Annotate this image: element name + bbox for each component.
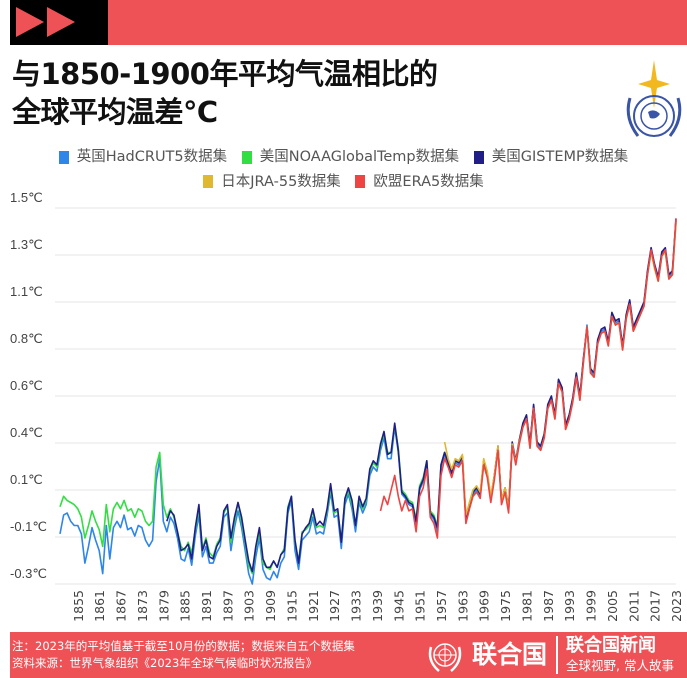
x-tick-label: 1975 bbox=[498, 590, 513, 622]
x-tick-label: 1885 bbox=[178, 590, 193, 622]
x-axis-labels: 1855 1861 1867 1873 1879 1885 1891 1897 1903 1909… bbox=[71, 590, 684, 622]
x-tick-label: 1897 bbox=[220, 590, 235, 622]
y-tick-label: 0.6℃ bbox=[10, 378, 43, 393]
footnote: 注：2023年的平均值基于截至10月份的数据；数据来自五个数据集 bbox=[12, 639, 355, 653]
series-line-2 bbox=[166, 218, 677, 573]
legend-item-jra55: 日本JRA-55数据集 bbox=[203, 171, 341, 193]
x-tick-label: 1939 bbox=[370, 590, 385, 622]
y-tick-label: 1.3℃ bbox=[10, 237, 43, 252]
y-tick-label: 0.1℃ bbox=[10, 472, 43, 487]
legend-label: 英国HadCRUT5数据集 bbox=[76, 149, 228, 165]
x-tick-label: 1957 bbox=[434, 590, 449, 622]
wmo-logo-icon bbox=[626, 60, 682, 137]
un-news-name: 联合国新闻 bbox=[566, 635, 656, 656]
legend-item-hadcrut5: 英国HadCRUT5数据集 bbox=[58, 146, 228, 168]
x-tick-label: 1963 bbox=[455, 590, 470, 622]
x-tick-label: 1999 bbox=[584, 590, 599, 622]
x-tick-label: 1981 bbox=[519, 590, 534, 622]
legend-swatch bbox=[58, 150, 69, 164]
footer-bar: 注：2023年的平均值基于截至10月份的数据；数据来自五个数据集 资料来源：世界… bbox=[10, 632, 687, 678]
legend-label: 美国GISTEMP数据集 bbox=[491, 149, 629, 165]
chart-legend: 英国HadCRUT5数据集 美国NOAAGlobalTemp数据集 美国GIST… bbox=[0, 146, 687, 195]
y-tick-label: -0.3℃ bbox=[10, 566, 47, 581]
series-line-3 bbox=[443, 222, 677, 516]
un-name: 联合国 bbox=[472, 640, 548, 669]
x-tick-label: 1891 bbox=[199, 590, 214, 622]
header-bar bbox=[108, 0, 687, 45]
title-line-2: 全球平均温差℃ bbox=[12, 95, 218, 129]
legend-swatch bbox=[473, 150, 484, 164]
y-tick-label: 1.1℃ bbox=[10, 284, 43, 299]
source-note: 资料来源：世界气象组织《2023年全球气候临时状况报告》 bbox=[12, 656, 318, 670]
legend-label: 美国NOAAGlobalTemp数据集 bbox=[259, 149, 460, 165]
un-emblem-icon bbox=[428, 643, 462, 672]
series-line-4 bbox=[379, 218, 677, 539]
divider bbox=[556, 636, 558, 674]
slogan: 全球视野, 常人故事 bbox=[566, 658, 674, 673]
y-tick-label: -0.1℃ bbox=[10, 519, 47, 534]
x-tick-label: 1951 bbox=[413, 590, 428, 622]
legend-item-noaa: 美国NOAAGlobalTemp数据集 bbox=[241, 146, 460, 168]
title-line-1: 与1850-1900年平均气温相比的 bbox=[12, 57, 438, 91]
legend-label: 日本JRA-55数据集 bbox=[221, 173, 341, 190]
legend-swatch bbox=[355, 175, 366, 188]
chart-title: 与1850-1900年平均气温相比的 全球平均温差℃ bbox=[12, 55, 438, 131]
x-tick-label: 1855 bbox=[71, 590, 86, 622]
legend-item-era5: 欧盟ERA5数据集 bbox=[355, 171, 484, 193]
x-tick-label: 1915 bbox=[284, 590, 299, 622]
y-tick-label: 1.5℃ bbox=[10, 190, 43, 205]
play-arrow-icon bbox=[16, 7, 44, 37]
play-arrow-icon bbox=[47, 7, 75, 37]
line-chart: 1.5℃ 1.3℃ 1.1℃ 0.8℃ 0.6℃ 0.4℃ 0.1℃ -0.1℃ -0.3℃ 1… bbox=[10, 190, 684, 622]
x-tick-label: 1921 bbox=[306, 590, 321, 622]
series-line-1 bbox=[59, 222, 677, 575]
header-logo-block bbox=[10, 0, 108, 45]
x-tick-label: 1945 bbox=[391, 590, 406, 622]
x-tick-label: 1861 bbox=[92, 590, 107, 622]
y-axis-labels: 1.5℃ 1.3℃ 1.1℃ 0.8℃ 0.6℃ 0.4℃ 0.1℃ -0.1℃ -0.3℃ bbox=[10, 190, 47, 581]
gridlines bbox=[55, 207, 676, 585]
x-tick-label: 1867 bbox=[114, 590, 129, 622]
series-line-0 bbox=[59, 220, 677, 585]
series-lines bbox=[59, 218, 677, 585]
x-tick-label: 1909 bbox=[263, 590, 278, 622]
x-tick-label: 1879 bbox=[156, 590, 171, 622]
x-tick-label: 2011 bbox=[626, 590, 641, 622]
y-tick-label: 0.4℃ bbox=[10, 425, 43, 440]
legend-label: 欧盟ERA5数据集 bbox=[373, 173, 484, 190]
x-tick-label: 1873 bbox=[135, 590, 150, 622]
legend-item-gistemp: 美国GISTEMP数据集 bbox=[473, 146, 629, 168]
legend-swatch bbox=[203, 175, 214, 188]
x-tick-label: 1933 bbox=[349, 590, 364, 622]
y-tick-label: 0.8℃ bbox=[10, 331, 43, 346]
x-tick-label: 1903 bbox=[242, 590, 257, 622]
x-tick-label: 2017 bbox=[648, 590, 663, 622]
x-tick-label: 1993 bbox=[562, 590, 577, 622]
x-tick-label: 1987 bbox=[541, 590, 556, 622]
x-tick-label: 1969 bbox=[477, 590, 492, 622]
x-tick-label: 2023 bbox=[669, 590, 684, 622]
x-tick-label: 2005 bbox=[605, 590, 620, 622]
legend-swatch bbox=[241, 150, 252, 164]
x-tick-label: 1927 bbox=[327, 590, 342, 622]
